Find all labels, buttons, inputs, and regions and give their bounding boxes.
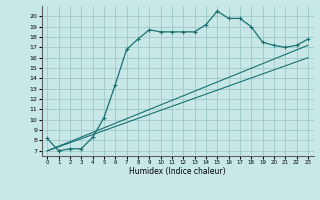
X-axis label: Humidex (Indice chaleur): Humidex (Indice chaleur) [129,167,226,176]
